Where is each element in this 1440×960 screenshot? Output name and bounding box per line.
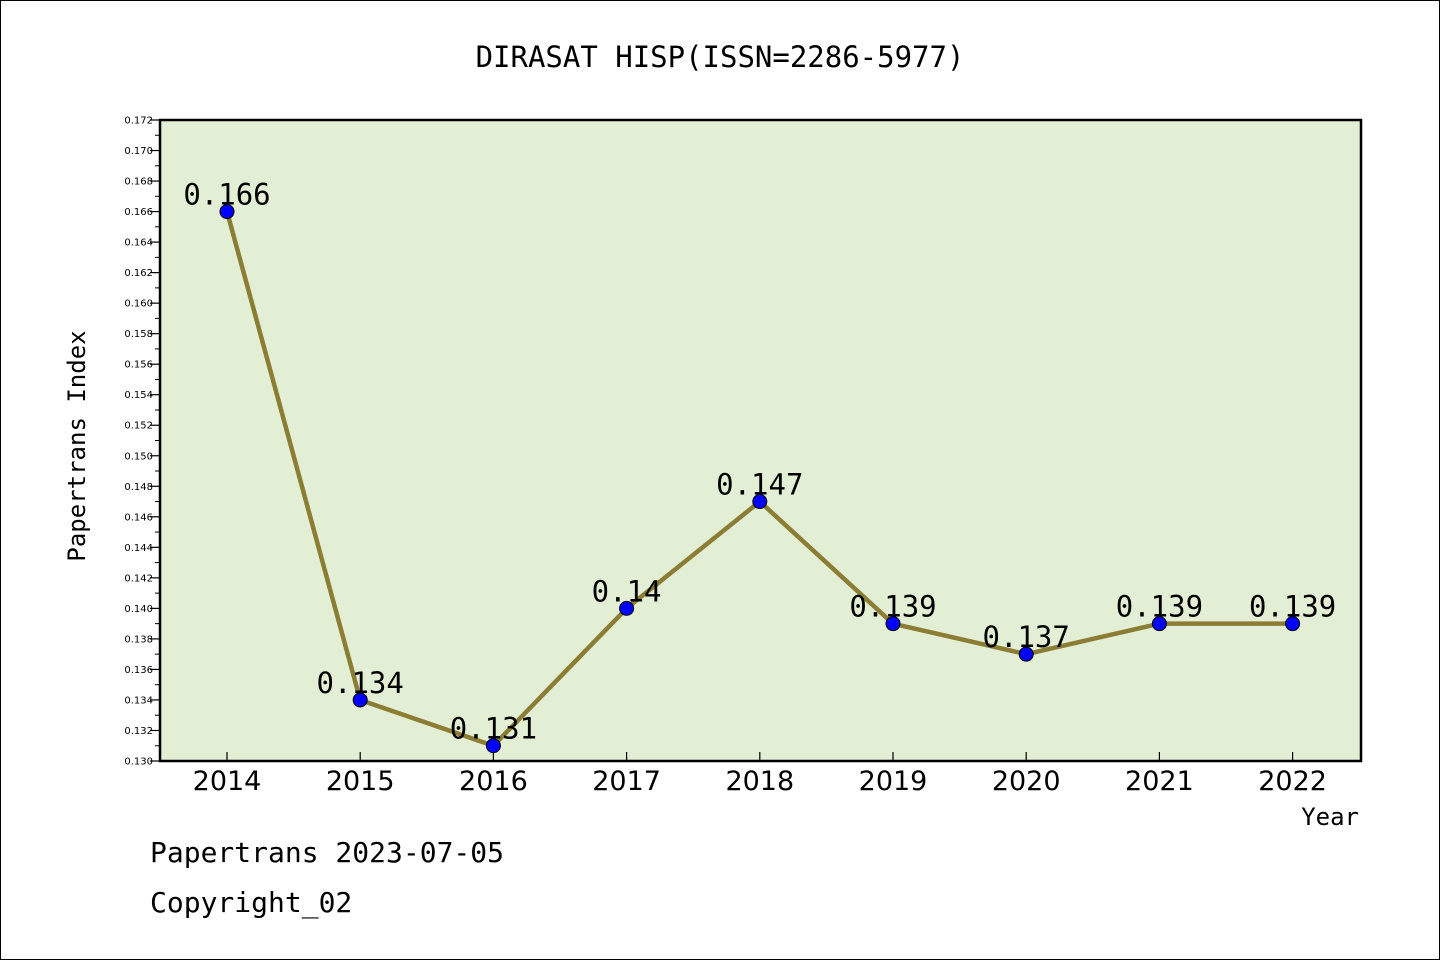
y-tick-label: 0.134 — [124, 695, 153, 706]
data-point — [219, 204, 235, 220]
data-label: 0.147 — [716, 468, 803, 502]
y-tick-label: 0.158 — [124, 329, 153, 340]
y-tick-label: 0.162 — [124, 268, 153, 279]
plot-border — [158, 118, 1363, 763]
chart-title: DIRASAT HISP(ISSN=2286-5977) — [476, 40, 965, 74]
data-label: 0.166 — [183, 178, 270, 212]
data-label: 0.139 — [849, 590, 936, 624]
y-tick-label: 0.172 — [124, 116, 153, 127]
data-label: 0.137 — [983, 620, 1070, 654]
x-axis-ticks: 2014 2015 2016 2017 2018 2019 2020 2021 2022 — [193, 752, 1327, 797]
y-tick-label: 0.142 — [124, 573, 153, 584]
y-tick-label: 0.154 — [124, 390, 153, 401]
data-point — [1151, 616, 1167, 632]
y-tick-label: 0.132 — [124, 726, 153, 737]
series-group — [219, 204, 1301, 754]
y-axis-label: Papertrans Index — [63, 330, 91, 561]
data-point — [1285, 616, 1301, 632]
x-tick-label: 2016 — [459, 766, 528, 797]
data-point — [1018, 646, 1034, 662]
data-point — [885, 616, 901, 632]
y-tick-label: 0.146 — [124, 512, 153, 523]
x-tick-label: 2022 — [1258, 766, 1327, 797]
y-tick-label: 0.166 — [124, 207, 153, 218]
plot-area — [160, 120, 1361, 761]
data-label: 0.134 — [317, 666, 404, 700]
y-tick-label: 0.138 — [124, 634, 153, 645]
data-point — [352, 692, 368, 708]
x-tick-label: 2015 — [326, 766, 395, 797]
y-tick-label: 0.160 — [124, 299, 153, 310]
y-tick-label: 0.144 — [124, 543, 153, 554]
y-tick-label: 0.156 — [124, 360, 153, 371]
x-tick-label: 2017 — [592, 766, 661, 797]
y-axis-ticks: 0.130 0.132 0.134 0.136 0.138 0.140 0.142 0.144… — [124, 116, 160, 768]
y-tick-label: 0.168 — [124, 177, 153, 188]
y-tick-label: 0.150 — [124, 451, 153, 462]
y-tick-label: 0.130 — [124, 757, 153, 768]
x-tick-label: 2014 — [193, 766, 262, 797]
data-labels-group: 0.166 0.134 0.131 0.14 0.147 0.139 0.137 0.139 0… — [183, 178, 1336, 746]
data-point — [619, 600, 635, 616]
y-tick-label: 0.164 — [124, 238, 153, 249]
footer-date: Papertrans 2023-07-05 — [150, 836, 505, 869]
data-point — [485, 738, 501, 754]
x-tick-label: 2018 — [725, 766, 794, 797]
y-tick-label: 0.136 — [124, 665, 153, 676]
data-label: 0.14 — [592, 574, 662, 608]
data-label: 0.139 — [1249, 590, 1336, 624]
x-tick-label: 2020 — [992, 766, 1061, 797]
data-label: 0.131 — [450, 712, 537, 746]
y-tick-label: 0.170 — [124, 146, 153, 157]
data-point — [752, 494, 768, 510]
data-label: 0.139 — [1116, 590, 1203, 624]
y-tick-label: 0.140 — [124, 604, 153, 615]
x-tick-label: 2021 — [1125, 766, 1194, 797]
x-tick-label: 2019 — [859, 766, 928, 797]
y-tick-label: 0.152 — [124, 421, 153, 432]
x-axis-label: Year — [1301, 803, 1359, 831]
y-tick-label: 0.148 — [124, 482, 153, 493]
footer-copyright: Copyright_02 — [150, 886, 353, 919]
